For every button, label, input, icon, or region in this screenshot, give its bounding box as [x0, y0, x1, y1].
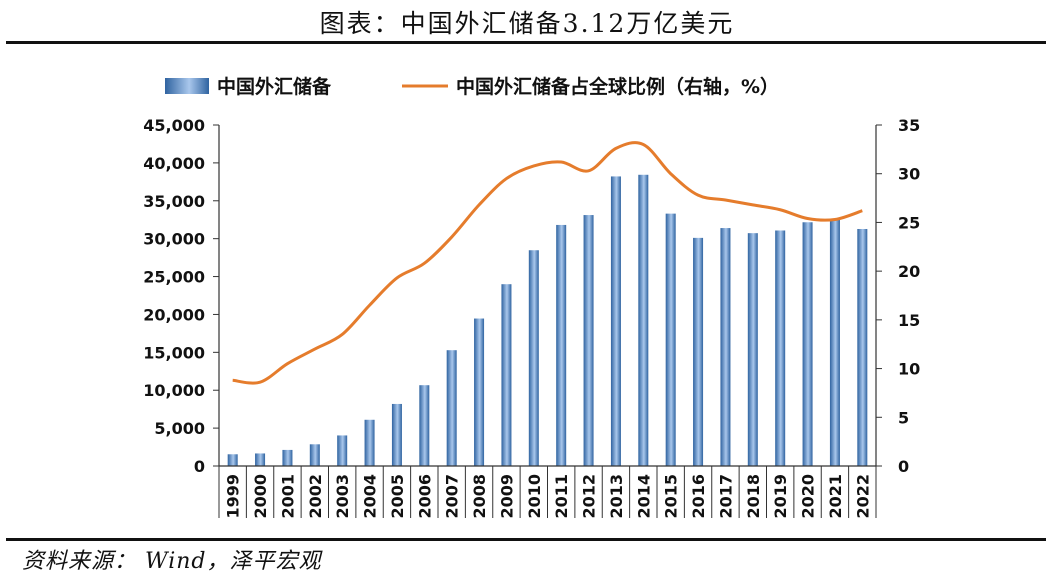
- x-tick-label: 2019: [771, 474, 790, 519]
- source-note: 资料来源： Wind，泽平宏观: [22, 549, 322, 574]
- figure-title: 图表：中国外汇储备3.12万亿美元: [319, 9, 735, 38]
- x-tick-label: 2018: [744, 474, 763, 519]
- right-tick-label: 35: [898, 116, 920, 135]
- legend-bar-label: 中国外汇储备: [217, 75, 332, 98]
- x-tick-label: 2006: [415, 474, 434, 519]
- bar-2010: [528, 250, 539, 466]
- x-tick-label: 2003: [333, 474, 352, 519]
- x-tick-label: 2015: [662, 474, 681, 519]
- x-tick-label: 2011: [552, 474, 571, 519]
- x-tick-label: 2004: [361, 474, 380, 519]
- bar-2018: [747, 233, 758, 466]
- bar-2000: [255, 453, 266, 466]
- x-tick-label: 1999: [224, 474, 243, 519]
- x-tick-label: 2007: [443, 474, 462, 519]
- bar-2015: [665, 213, 676, 466]
- left-tick-label: 20,000: [143, 305, 205, 324]
- left-tick-label: 10,000: [143, 381, 205, 400]
- left-tick-label: 40,000: [143, 154, 205, 173]
- bar-2005: [391, 403, 402, 466]
- right-axis: 0 5 10 15 20 25 30 35: [875, 116, 920, 476]
- x-tick-label: 2022: [853, 474, 872, 519]
- legend-line-label: 中国外汇储备占全球比例（右轴，%）: [456, 75, 779, 98]
- left-tick-label: 25,000: [143, 268, 205, 287]
- left-tick-label: 35,000: [143, 192, 205, 211]
- legend-bar-swatch: [165, 78, 209, 94]
- x-axis: 1999 2000 2001 2002 2003 2004 2005 2006 2007 2008…: [218, 465, 877, 519]
- right-tick-label: 5: [898, 408, 909, 427]
- x-tick-label: 2013: [607, 474, 626, 519]
- x-tick-label: 2002: [306, 474, 325, 519]
- right-tick-label: 25: [898, 213, 920, 232]
- x-tick-label: 2012: [580, 474, 599, 519]
- left-tick-label: 15,000: [143, 343, 205, 362]
- x-tick-label: 2016: [689, 474, 708, 519]
- bar-2020: [802, 222, 813, 466]
- bar-2002: [309, 444, 320, 466]
- right-tick-label: 20: [898, 262, 920, 281]
- left-tick-label: 5,000: [154, 419, 205, 438]
- bar-2009: [501, 284, 512, 466]
- title-divider: [6, 41, 1046, 44]
- bar-2003: [337, 435, 348, 466]
- line-series: [232, 141, 863, 385]
- x-tick-label: 2017: [716, 474, 735, 519]
- left-tick-label: 0: [194, 457, 205, 476]
- bar-2017: [720, 228, 731, 466]
- left-axis: 0 5,000 10,000 15,000 20,000 25,000 30,000 35,0…: [143, 116, 220, 476]
- bar-2013: [610, 176, 621, 467]
- right-tick-label: 0: [898, 457, 909, 476]
- left-tick-label: 30,000: [143, 230, 205, 249]
- x-tick-label: 2009: [497, 474, 516, 519]
- bar-2022: [857, 228, 868, 466]
- bar-2011: [556, 224, 567, 466]
- x-tick-label: 2021: [826, 474, 845, 519]
- x-tick-label: 2014: [634, 474, 653, 519]
- right-tick-label: 10: [898, 360, 920, 379]
- x-tick-label: 2008: [470, 474, 489, 519]
- bar-1999: [227, 454, 238, 466]
- bar-2006: [419, 385, 430, 466]
- x-tick-label: 2020: [799, 474, 818, 519]
- bar-2001: [282, 449, 293, 466]
- left-tick-label: 45,000: [143, 116, 205, 135]
- bar-2016: [693, 237, 704, 466]
- bar-2021: [829, 219, 840, 466]
- bar-2007: [446, 350, 457, 466]
- bar-2004: [364, 419, 375, 466]
- legend: 中国外汇储备 中国外汇储备占全球比例（右轴，%）: [165, 75, 779, 98]
- share-line: [232, 141, 863, 385]
- bar-2012: [583, 215, 594, 466]
- x-tick-label: 2010: [525, 474, 544, 519]
- bar-2008: [474, 318, 485, 466]
- bar-series: [227, 174, 868, 467]
- source-divider: [6, 538, 1046, 541]
- x-tick-label: 2000: [251, 474, 270, 519]
- bar-2014: [638, 174, 649, 466]
- x-tick-label: 2005: [388, 474, 407, 519]
- x-tick-label: 2001: [278, 474, 297, 519]
- bar-2019: [775, 230, 786, 466]
- right-tick-label: 30: [898, 165, 920, 184]
- right-tick-label: 15: [898, 311, 920, 330]
